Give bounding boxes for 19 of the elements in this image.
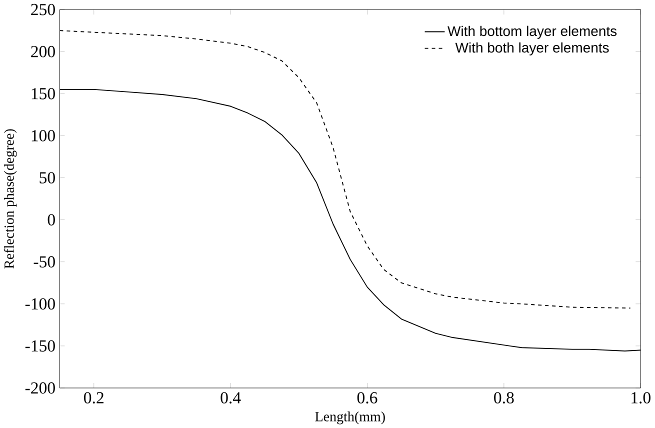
x-tick-label: 0.8	[494, 392, 514, 404]
y-tick-label: -50	[34, 256, 55, 268]
x-tick-label: 0.2	[84, 392, 104, 404]
y-tick-label: 0	[48, 214, 55, 226]
y-tick-label: 100	[32, 130, 55, 142]
legend-label: With bottom layer elements	[448, 26, 617, 39]
y-tick-label: 150	[32, 88, 55, 100]
y-tick-label: 50	[40, 172, 55, 184]
x-tick-label: 0.4	[220, 392, 241, 404]
y-tick-label: -100	[25, 298, 55, 310]
y-tick-label: 250	[31, 4, 55, 16]
x-tick-label: 1.0	[632, 392, 650, 404]
y-tick-label: 200	[31, 46, 55, 58]
x-axis-title: Length(mm)	[315, 411, 385, 424]
legend-label: With both layer elements	[455, 42, 609, 56]
x-tick-label: 0.6	[357, 392, 378, 404]
y-axis-title: Reflection phase(degree)	[4, 129, 17, 268]
y-tick-label: -150	[25, 340, 55, 352]
y-tick-label: -200	[25, 382, 55, 394]
